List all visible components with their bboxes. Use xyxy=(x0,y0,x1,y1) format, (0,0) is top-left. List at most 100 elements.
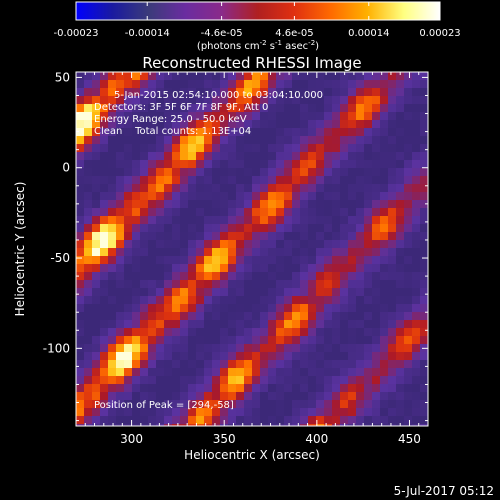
heatmap-cell xyxy=(268,216,277,225)
heatmap-cell xyxy=(316,224,325,233)
heatmap-cell xyxy=(212,104,221,113)
heatmap-cell xyxy=(204,272,213,281)
heatmap-cell xyxy=(412,136,421,145)
heatmap-cell xyxy=(276,128,285,137)
heatmap-cell xyxy=(204,248,213,257)
heatmap-cell xyxy=(260,352,269,361)
heatmap-cell xyxy=(196,80,205,89)
heatmap-cell xyxy=(364,72,373,81)
heatmap-cell xyxy=(420,384,428,393)
heatmap-cell xyxy=(260,408,269,417)
heatmap-cell xyxy=(204,304,213,313)
heatmap-cell xyxy=(100,312,109,321)
heatmap-cell xyxy=(244,256,253,265)
heatmap-cell xyxy=(236,216,245,225)
heatmap-cell xyxy=(172,256,181,265)
heatmap-cell xyxy=(100,104,109,113)
heatmap-cell xyxy=(188,208,197,217)
heatmap-cell xyxy=(188,384,197,393)
heatmap-cell xyxy=(332,312,341,321)
heatmap-cell xyxy=(340,152,349,161)
heatmap-cell xyxy=(412,192,421,201)
heatmap-cell xyxy=(220,88,229,97)
heatmap-cell xyxy=(380,424,389,426)
heatmap-cell xyxy=(388,152,397,161)
heatmap-cell xyxy=(348,344,357,353)
heatmap-cell xyxy=(148,80,157,89)
heatmap-cell xyxy=(244,160,253,169)
heatmap-cell xyxy=(276,104,285,113)
heatmap-cell xyxy=(116,224,125,233)
heatmap-cell xyxy=(380,176,389,185)
heatmap-cell xyxy=(220,304,229,313)
heatmap-cell xyxy=(404,80,413,89)
heatmap-cell xyxy=(124,168,133,177)
heatmap-cell xyxy=(412,336,421,345)
heatmap-cell xyxy=(156,152,165,161)
heatmap-cell xyxy=(300,424,309,426)
heatmap-cell xyxy=(316,160,325,169)
heatmap-cell xyxy=(124,376,133,385)
heatmap-cell xyxy=(236,352,245,361)
heatmap-cell xyxy=(316,144,325,153)
heatmap-cell xyxy=(108,384,117,393)
heatmap-cell xyxy=(140,264,149,273)
heatmap-cell xyxy=(116,272,125,281)
heatmap-cell xyxy=(332,120,341,129)
heatmap-cell xyxy=(268,424,277,426)
heatmap-cell xyxy=(308,184,317,193)
heatmap-cell xyxy=(236,296,245,305)
heatmap-cell xyxy=(404,336,413,345)
heatmap-cell xyxy=(276,160,285,169)
heatmap-cell xyxy=(404,320,413,329)
heatmap-cell xyxy=(332,408,341,417)
heatmap-cell xyxy=(284,112,293,121)
heatmap-cell xyxy=(268,320,277,329)
heatmap-cell xyxy=(324,248,333,257)
heatmap-cell xyxy=(140,96,149,105)
heatmap-cell xyxy=(124,240,133,249)
heatmap-cell xyxy=(164,192,173,201)
heatmap-cell xyxy=(228,264,237,273)
heatmap-cell xyxy=(300,264,309,273)
heatmap-cell xyxy=(308,296,317,305)
heatmap-cell xyxy=(220,248,229,257)
heatmap-cell xyxy=(148,112,157,121)
heatmap-cell xyxy=(260,416,269,425)
heatmap-cell xyxy=(228,400,237,409)
heatmap-cell xyxy=(124,344,133,353)
heatmap-cell xyxy=(196,216,205,225)
heatmap-cell xyxy=(404,184,413,193)
heatmap-cell xyxy=(228,376,237,385)
heatmap-cell xyxy=(364,128,373,137)
heatmap-cell xyxy=(284,152,293,161)
heatmap-cell xyxy=(348,152,357,161)
heatmap-cell xyxy=(396,392,405,401)
heatmap-cell xyxy=(84,88,93,97)
heatmap-cell xyxy=(348,408,357,417)
heatmap-cell xyxy=(252,120,261,129)
heatmap-cell xyxy=(332,192,341,201)
heatmap-cell xyxy=(204,216,213,225)
heatmap-cell xyxy=(132,80,141,89)
heatmap-cell xyxy=(236,104,245,113)
heatmap-cell xyxy=(244,152,253,161)
heatmap-cell xyxy=(92,176,101,185)
heatmap-cell xyxy=(284,120,293,129)
heatmap-cell xyxy=(228,168,237,177)
y-axis-label: Heliocentric Y (arcsec) xyxy=(13,182,27,317)
heatmap-cell xyxy=(412,264,421,273)
heatmap-cell xyxy=(244,176,253,185)
heatmap-cell xyxy=(300,392,309,401)
heatmap-cell xyxy=(244,136,253,145)
heatmap-cell xyxy=(300,416,309,425)
heatmap-cell xyxy=(332,168,341,177)
heatmap-cell xyxy=(156,280,165,289)
heatmap-cell xyxy=(76,120,85,129)
heatmap-cell xyxy=(356,360,365,369)
heatmap-cell xyxy=(108,256,117,265)
heatmap-cell xyxy=(156,336,165,345)
heatmap-cell xyxy=(196,280,205,289)
heatmap-cell xyxy=(396,248,405,257)
heatmap-cell xyxy=(180,384,189,393)
